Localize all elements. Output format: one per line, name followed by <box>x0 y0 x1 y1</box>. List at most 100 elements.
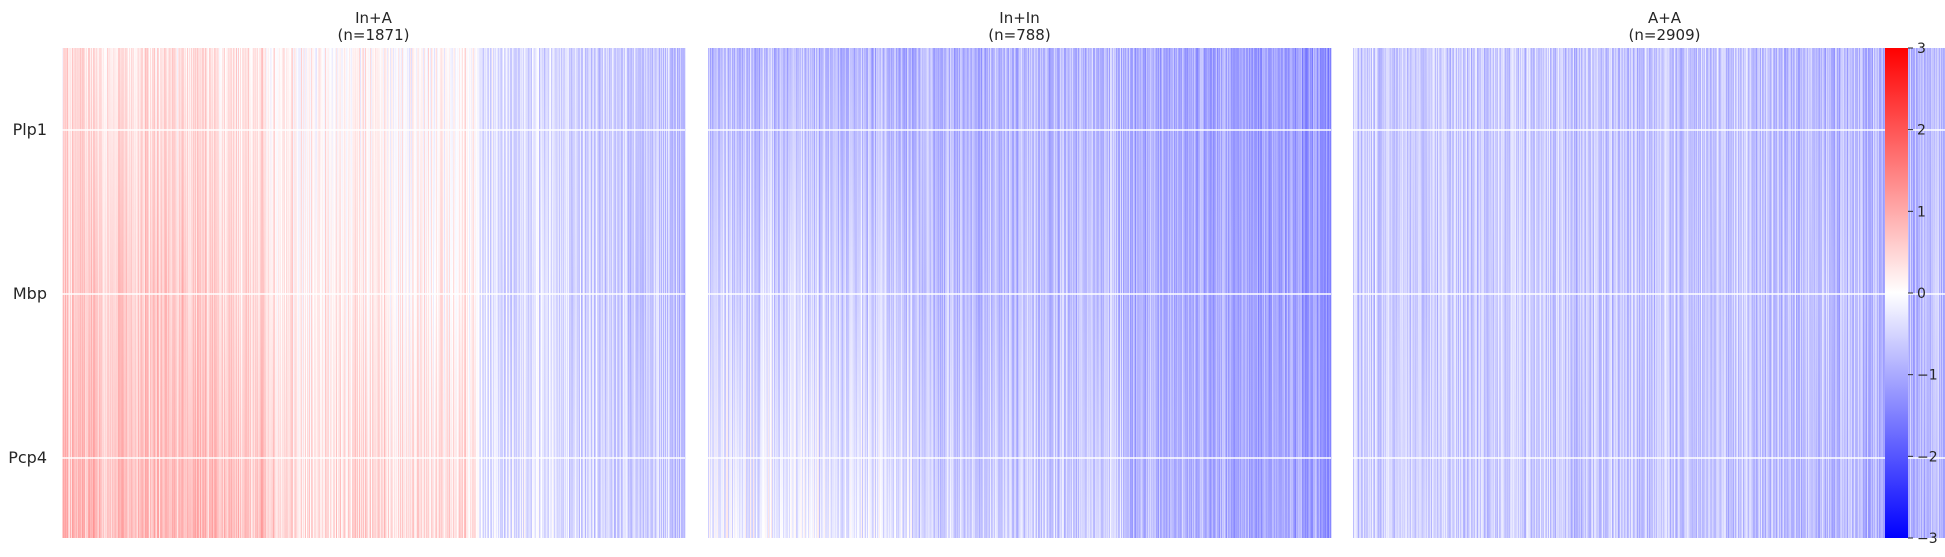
heatmap-column <box>1764 48 1766 538</box>
heatmap-column <box>1421 48 1423 538</box>
heatmap-column <box>589 48 591 538</box>
heatmap-column <box>1463 48 1465 538</box>
heatmap-column <box>1618 48 1620 538</box>
heatmap-column <box>1375 48 1377 538</box>
heatmap-column <box>1437 48 1439 538</box>
heatmap-column <box>1775 48 1777 538</box>
heatmap-column <box>785 48 787 538</box>
heatmap-column <box>180 48 182 538</box>
heatmap-column <box>1221 48 1223 538</box>
heatmap-column <box>1687 48 1689 538</box>
heatmap-column <box>1151 48 1153 538</box>
heatmap-column <box>1565 48 1567 538</box>
heatmap-column <box>307 48 309 538</box>
heatmap-column <box>1438 48 1440 538</box>
heatmap-column <box>1179 48 1181 538</box>
heatmap-column <box>458 48 460 538</box>
heatmap-column <box>1284 48 1286 538</box>
heatmap-column <box>1844 48 1846 538</box>
heatmap-column <box>805 48 807 538</box>
heatmap-column <box>1587 48 1589 538</box>
heatmap-column <box>1105 48 1107 538</box>
heatmap-column <box>1601 48 1603 538</box>
heatmap-column <box>1697 48 1699 538</box>
heatmap-column <box>188 48 190 538</box>
heatmap-column <box>1075 48 1077 538</box>
heatmap-column <box>485 48 487 538</box>
heatmap-column <box>175 48 177 538</box>
heatmap-column <box>1076 48 1078 538</box>
heatmap-column <box>1778 48 1780 538</box>
heatmap-column <box>677 48 679 538</box>
heatmap-column <box>1789 48 1791 538</box>
heatmap-column <box>1144 48 1146 538</box>
heatmap-column <box>114 48 116 538</box>
heatmap-column <box>262 48 264 538</box>
heatmap-column <box>1047 48 1049 538</box>
heatmap-column <box>552 48 554 538</box>
heatmap-column <box>1454 48 1456 538</box>
heatmap-column <box>342 48 344 538</box>
heatmap-column <box>137 48 139 538</box>
heatmap-column <box>1626 48 1628 538</box>
heatmap-column <box>479 48 481 538</box>
heatmap-column <box>1326 48 1328 538</box>
heatmap-column <box>84 48 86 538</box>
heatmap-column <box>364 48 366 538</box>
heatmap-column <box>684 48 686 538</box>
heatmap-column <box>238 48 240 538</box>
heatmap-column <box>621 48 623 538</box>
heatmap-column <box>72 48 74 538</box>
heatmap-column <box>108 48 110 538</box>
heatmap-panel-3 <box>1353 48 1945 538</box>
heatmap-column <box>1541 48 1543 538</box>
heatmap-column <box>724 48 726 538</box>
heatmap-column <box>1937 48 1939 538</box>
heatmap-column <box>90 48 92 538</box>
heatmap-column <box>239 48 241 538</box>
heatmap-column <box>630 48 632 538</box>
colorbar-tick-label: −2 <box>1917 449 1938 465</box>
heatmap-column <box>1412 48 1414 538</box>
heatmap-column <box>1867 48 1869 538</box>
heatmap-column <box>1219 48 1221 538</box>
heatmap-column <box>1666 48 1668 538</box>
heatmap-column <box>1402 48 1404 538</box>
panel-title: In+A <box>355 9 392 27</box>
heatmap-column <box>1389 48 1391 538</box>
heatmap-column <box>1928 48 1930 538</box>
heatmap-column <box>1127 48 1129 538</box>
heatmap-column <box>1244 48 1246 538</box>
heatmap-column <box>441 48 443 538</box>
heatmap-column <box>337 48 339 538</box>
heatmap-column <box>760 48 762 538</box>
heatmap-column <box>1612 48 1614 538</box>
heatmap-column <box>1201 48 1203 538</box>
heatmap-column <box>1883 48 1885 538</box>
heatmap-column <box>1848 48 1850 538</box>
heatmap-column <box>597 48 599 538</box>
heatmap-column <box>379 48 381 538</box>
heatmap-column <box>1649 48 1651 538</box>
heatmap-column <box>1876 48 1878 538</box>
heatmap-column <box>635 48 637 538</box>
heatmap-column <box>1651 48 1653 538</box>
heatmap-column <box>1479 48 1481 538</box>
heatmap-column <box>1581 48 1583 538</box>
heatmap-column <box>457 48 459 538</box>
heatmap-column <box>1325 48 1327 538</box>
heatmap-column <box>360 48 362 538</box>
heatmap-column <box>816 48 818 538</box>
heatmap-column <box>1424 48 1426 538</box>
heatmap-column <box>971 48 973 538</box>
heatmap-column <box>1727 48 1729 538</box>
heatmap-column <box>372 48 374 538</box>
heatmap-column <box>181 48 183 538</box>
heatmap-column <box>1447 48 1449 538</box>
heatmap-column <box>1355 48 1357 538</box>
heatmap-column <box>1851 48 1853 538</box>
heatmap-column <box>433 48 435 538</box>
heatmap-column <box>1136 48 1138 538</box>
heatmap-column <box>1572 48 1574 538</box>
heatmap-column <box>1030 48 1032 538</box>
